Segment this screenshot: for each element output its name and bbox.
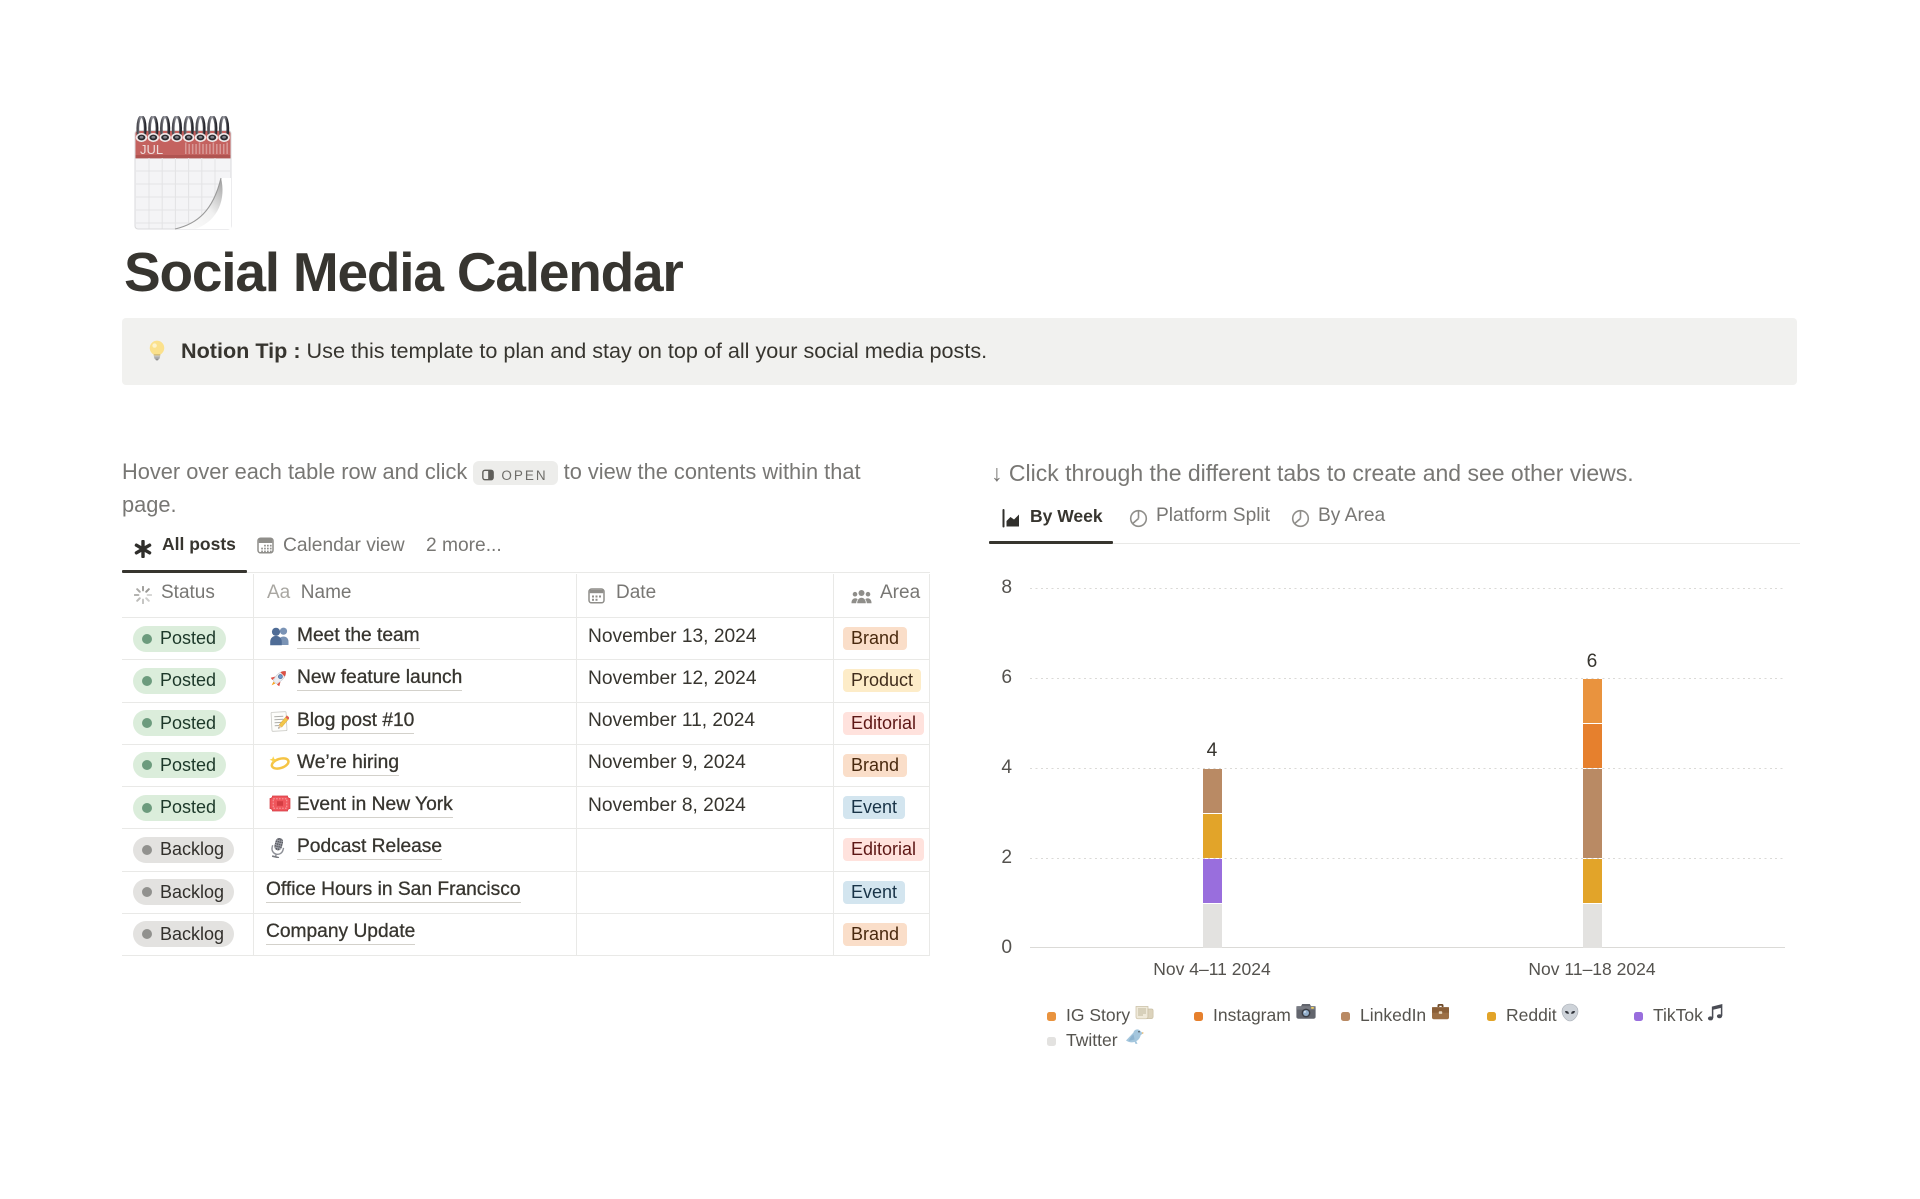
svg-text:JUL: JUL <box>140 142 163 157</box>
